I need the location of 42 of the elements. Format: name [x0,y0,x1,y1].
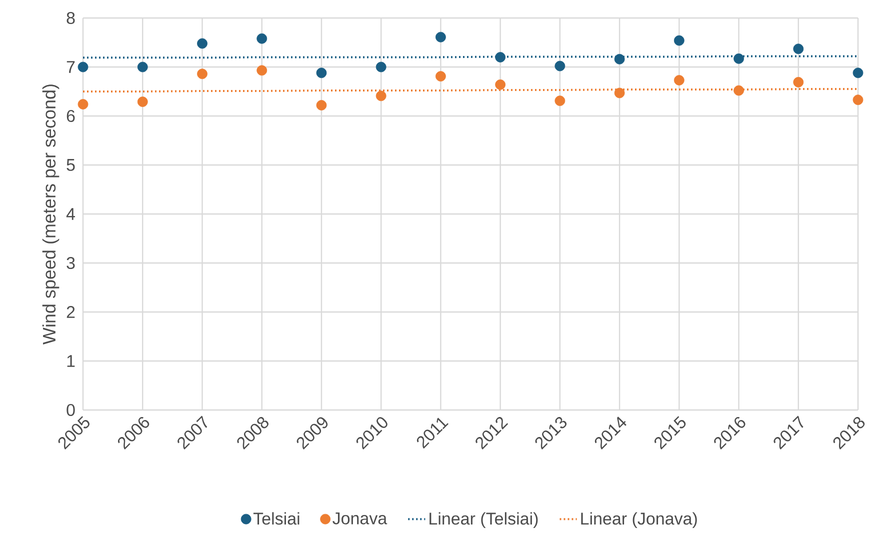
y-tick-label: 6 [66,110,75,122]
point [78,99,88,110]
point [495,79,506,90]
y-tick-label: 4 [66,208,75,220]
point [256,65,268,76]
y-tick-label: 2 [66,306,75,318]
y-tick-label: 5 [66,159,75,171]
y-tick-label: 0 [66,404,75,416]
point [256,33,268,44]
point [793,76,804,88]
point [78,62,88,72]
point [436,71,446,82]
point [554,96,566,106]
legend-label: Telsiai [253,512,300,525]
y-tick-label: 1 [67,355,75,367]
point [614,54,625,64]
point [554,60,566,72]
point [495,52,506,62]
point [734,85,744,96]
point [316,68,327,78]
point [376,90,386,102]
point [376,62,386,72]
y-tick-label: 7 [66,61,75,73]
point [734,53,744,64]
point [852,94,864,106]
point [316,100,327,110]
point [137,62,148,72]
legend-label: Linear (Telsiai) [430,512,538,528]
y-tick-label: 3 [66,256,75,270]
point [137,96,148,107]
y-tick-label: 8 [66,12,75,24]
point [793,44,804,54]
point [197,68,208,80]
point [852,68,864,78]
point [436,32,446,42]
point [674,75,684,86]
legend-label: Linear (Jonava) [581,512,697,528]
point [614,88,625,98]
point [674,35,684,46]
legend-label: Jonava [332,512,388,524]
y-axis-title: Wind speed (meters per second) [42,84,60,344]
point [197,38,208,49]
